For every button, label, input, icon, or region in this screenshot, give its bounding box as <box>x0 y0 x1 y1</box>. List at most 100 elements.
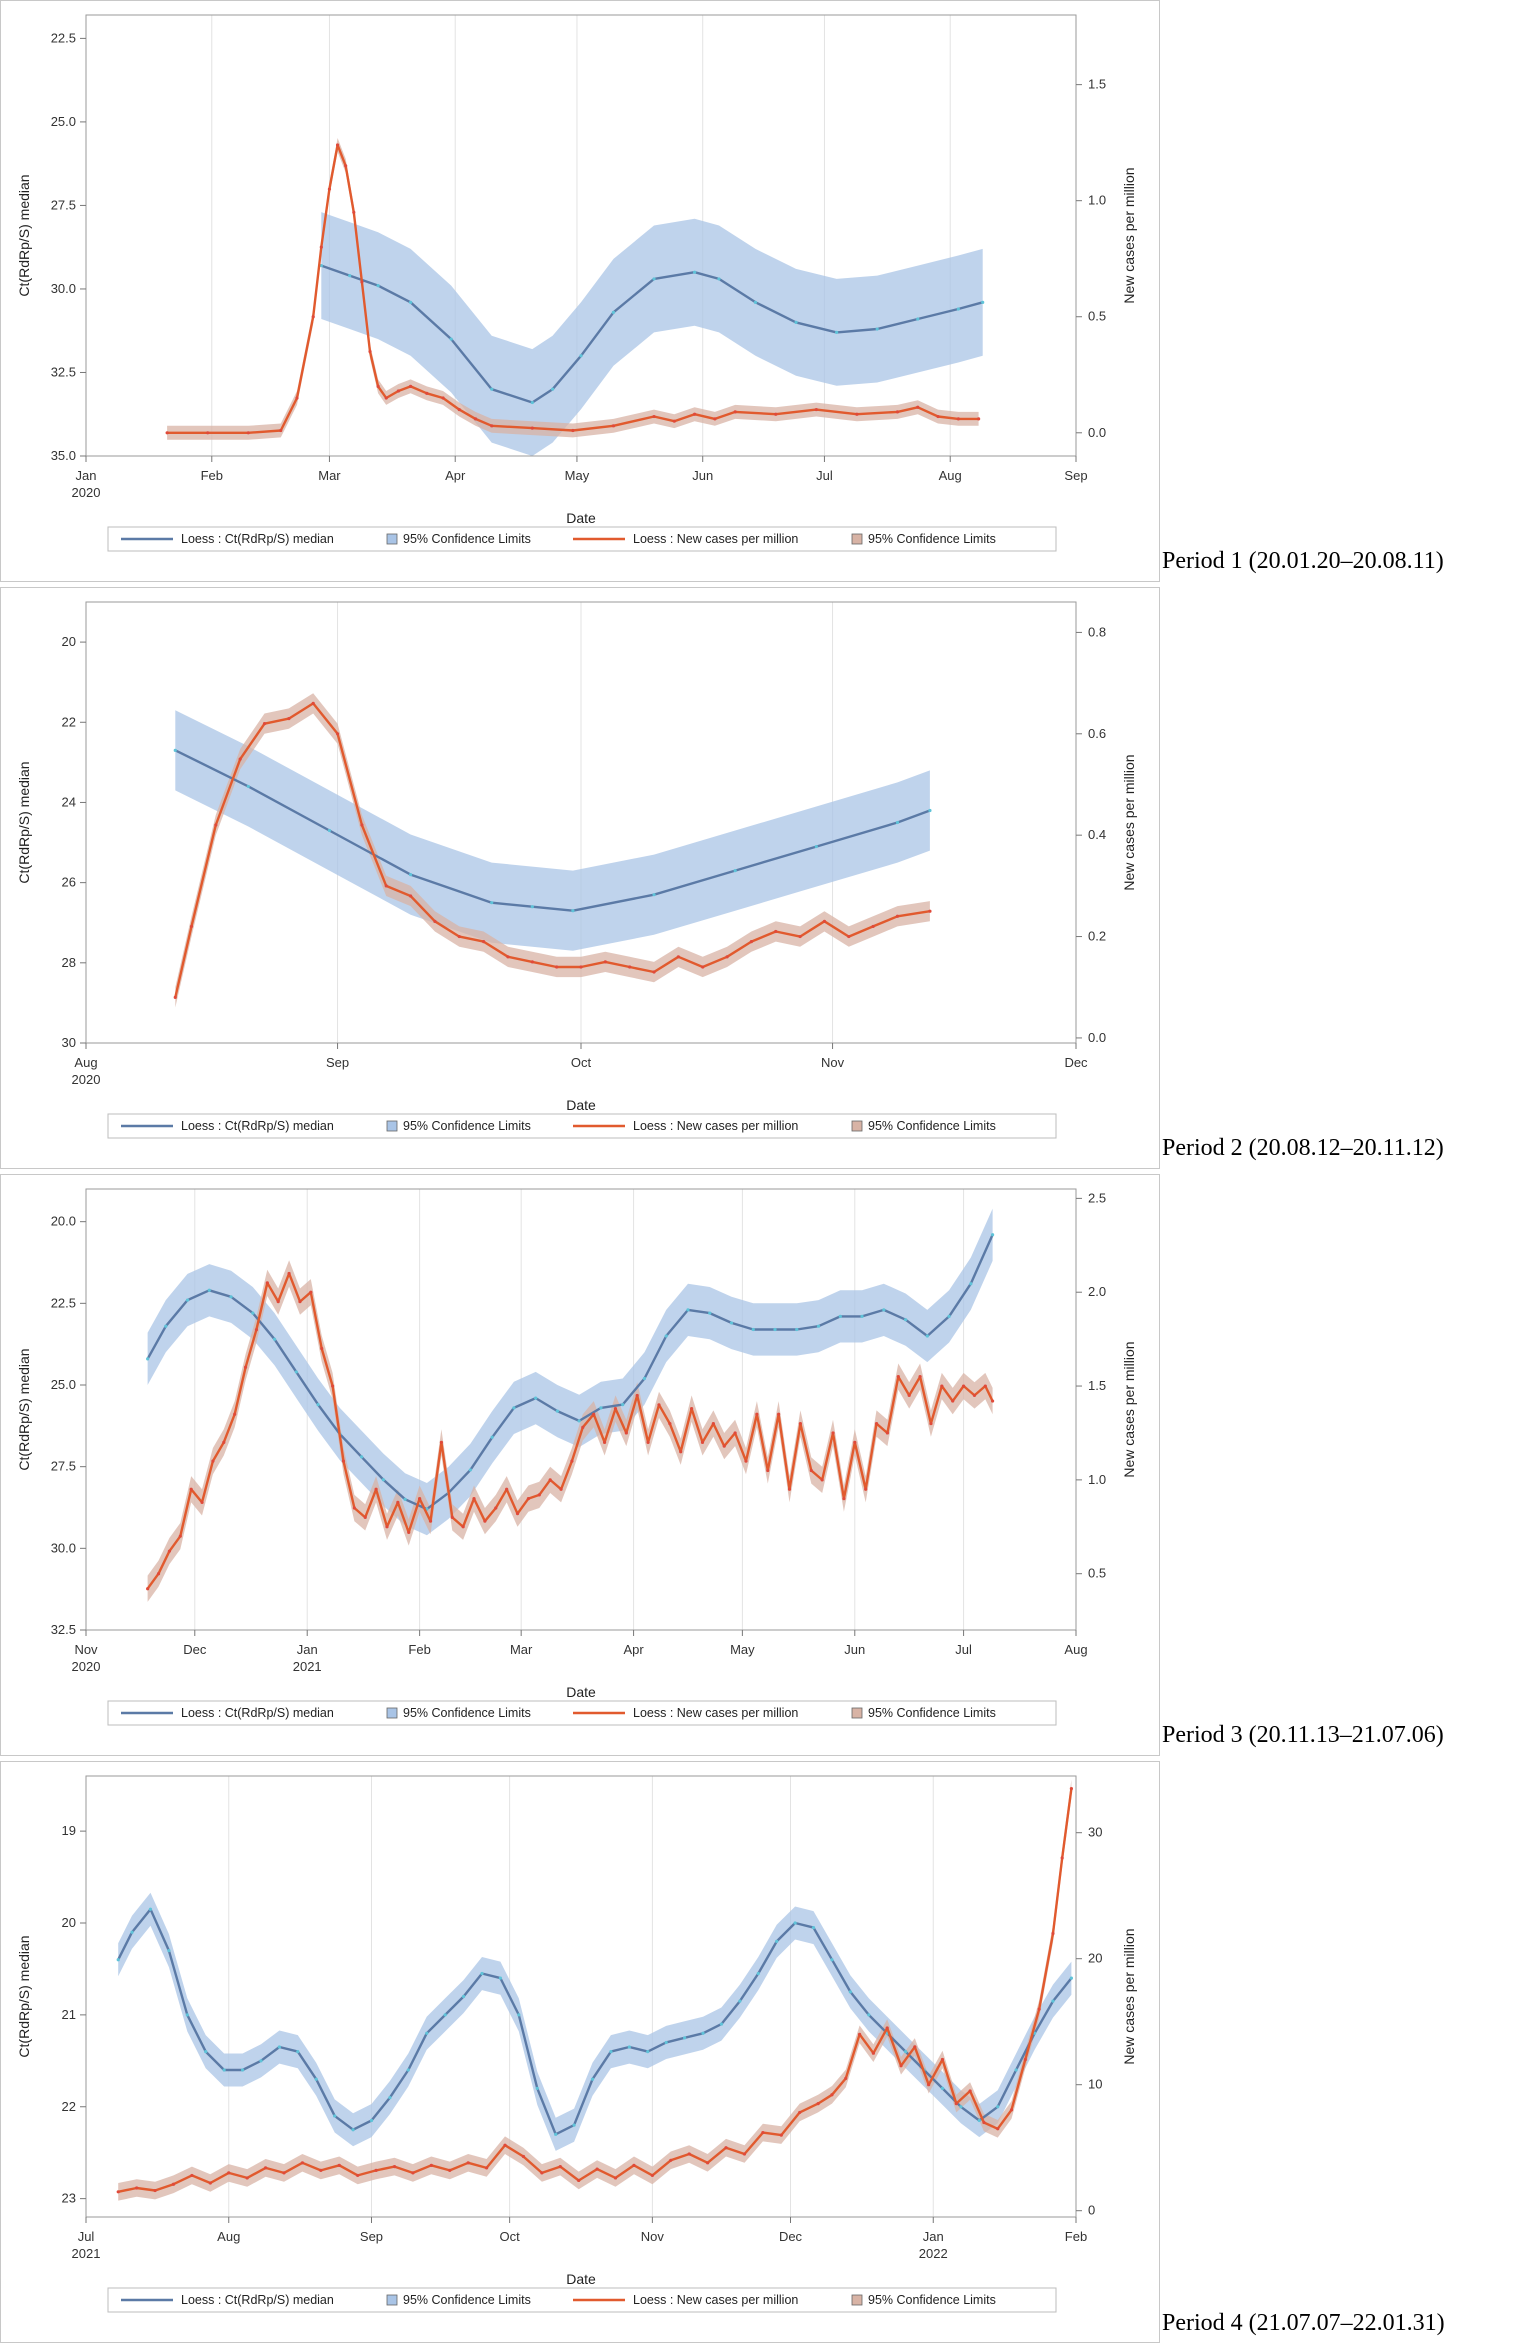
y2-tick-label: 10 <box>1088 2077 1102 2092</box>
plot-frame <box>85 1188 1077 1631</box>
data-point <box>652 414 656 419</box>
data-point <box>287 716 291 721</box>
data-point <box>246 431 250 435</box>
data-point <box>173 995 177 999</box>
data-point <box>356 2173 360 2178</box>
data-point <box>534 1396 538 1400</box>
y-tick-label: 30.0 <box>51 1540 76 1555</box>
x-tick-label: Nov <box>821 1055 845 1070</box>
data-point <box>530 960 534 964</box>
data-point <box>396 1500 400 1504</box>
data-point <box>171 2182 176 2186</box>
data-point <box>335 143 340 147</box>
x-tick-label: Dec <box>779 2229 803 2244</box>
y2-tick-label: 30 <box>1088 1825 1102 1840</box>
data-point <box>1069 1787 1073 1791</box>
y-axis-label: Ct(RdRp/S) median <box>16 761 32 883</box>
data-point <box>904 2050 908 2054</box>
data-point <box>262 722 267 726</box>
y-tick-label: 32.5 <box>51 364 76 379</box>
data-point <box>775 1939 779 1943</box>
data-point <box>766 1468 770 1473</box>
y2-axis-label: New cases per million <box>1121 754 1137 890</box>
y-tick-label: 20 <box>62 1915 76 1930</box>
x-axis-label: Date <box>566 510 596 526</box>
data-point <box>208 2181 212 2185</box>
legend-band-swatch <box>851 533 863 545</box>
data-point <box>798 1421 802 1426</box>
x-tick-label: Jul <box>816 468 833 483</box>
data-point <box>374 2168 378 2172</box>
data-point <box>916 405 920 409</box>
data-point <box>319 245 323 249</box>
legend-label: 95% Confidence Limits <box>403 1706 531 1720</box>
data-point <box>433 919 437 923</box>
data-point <box>498 1976 503 1980</box>
data-point <box>918 1375 922 1379</box>
y-tick-label: 20 <box>62 634 76 649</box>
data-point <box>403 1497 407 1501</box>
data-point <box>842 1497 846 1501</box>
data-point <box>959 2105 963 2109</box>
y2-tick-label: 0.4 <box>1088 827 1106 842</box>
y2-tick-label: 1.5 <box>1088 77 1106 92</box>
y2-tick-label: 1.0 <box>1088 1472 1106 1487</box>
chart-svg-period-2: Aug 2020 Sep Oct Nov Dec 20 22 24 26 28 30 0.0 0.2 0.4… <box>16 601 1137 1139</box>
data-point <box>554 2132 558 2136</box>
data-point <box>515 1512 520 1516</box>
data-point <box>777 1412 781 1416</box>
data-point <box>148 1907 153 1911</box>
y-tick-label: 22 <box>62 2099 76 2114</box>
x-tick-label: Aug <box>939 468 962 483</box>
data-point <box>530 426 534 430</box>
data-point <box>683 2036 687 2040</box>
data-point <box>165 431 169 435</box>
data-point <box>624 1431 628 1435</box>
legend-label: 95% Confidence Limits <box>868 1706 996 1720</box>
data-point <box>996 2127 1000 2131</box>
data-point <box>652 893 656 897</box>
legend-label: Loess : Ct(RdRp/S) median <box>181 1706 334 1720</box>
data-point <box>227 2171 231 2175</box>
chart-svg-period-3: Nov 2020 Dec Jan 2021 Feb Mar Apr May Jun Jul Aug 20… <box>16 1188 1137 1726</box>
data-point <box>1051 1931 1055 1936</box>
data-point <box>277 2045 281 2049</box>
x-tick-label: May <box>565 468 590 483</box>
data-point <box>388 2095 392 2100</box>
data-point <box>577 2178 581 2183</box>
data-point <box>352 1506 356 1510</box>
data-point <box>443 2013 447 2017</box>
x-tick-label: Sep <box>1064 468 1087 483</box>
data-point <box>599 1406 603 1410</box>
data-point <box>206 431 210 435</box>
legend-band-swatch <box>851 1120 863 1132</box>
data-point <box>298 1299 302 1304</box>
data-point <box>664 2040 668 2045</box>
data-point <box>690 1406 694 1411</box>
data-point <box>146 1357 150 1361</box>
data-point <box>309 1290 313 1294</box>
data-point <box>570 1459 574 1463</box>
data-point <box>928 909 932 913</box>
data-point <box>425 2031 429 2035</box>
series-line <box>167 143 979 434</box>
data-point <box>333 2114 337 2118</box>
data-point <box>983 1384 987 1388</box>
data-point <box>706 2161 710 2165</box>
data-point <box>579 354 583 358</box>
data-point <box>820 1478 824 1482</box>
period-3-label: Period 3 (20.11.13–21.07.06) <box>1162 1722 1444 1748</box>
data-point <box>185 1298 190 1302</box>
data-point <box>200 1500 204 1504</box>
data-point <box>755 1412 759 1416</box>
series-line <box>320 264 984 404</box>
data-point <box>744 1459 748 1463</box>
data-point <box>713 417 717 421</box>
data-point <box>505 1487 509 1491</box>
legend-label: Loess : Ct(RdRp/S) median <box>181 2293 334 2307</box>
legend-label: Loess : New cases per million <box>633 1119 798 1133</box>
data-point <box>774 412 778 416</box>
data-point <box>461 1994 466 1999</box>
y-tick-label: 30.0 <box>51 281 76 296</box>
legend-band-swatch <box>851 1707 863 1719</box>
